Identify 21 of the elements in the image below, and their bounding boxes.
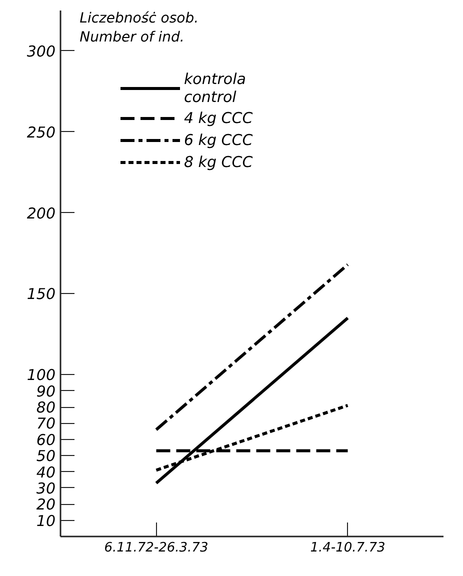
y-tick-label: 300: [26, 42, 56, 60]
y-tick-label: 150: [26, 285, 56, 304]
legend-label: kontrola control: [184, 70, 246, 106]
y-axis-title: Liczebnośċ osob. Number of ind.: [80, 10, 199, 46]
y-tick-label: 200: [26, 204, 56, 222]
y-tick-label: 40: [36, 463, 56, 482]
y-tick-label: 30: [36, 479, 56, 498]
legend-label: 8 kg CCC: [184, 153, 253, 171]
y-tick-label: 80: [36, 398, 56, 417]
x-tick-label: 1.4-10.7.73: [310, 540, 386, 556]
y-tick-label: 20: [36, 496, 56, 514]
y-tick-label: 90: [36, 382, 56, 400]
x-tick-label: 6.11.72-26.3.73: [104, 540, 208, 556]
legend-label: 4 kg CCC: [184, 109, 253, 127]
y-tick-label: 250: [26, 123, 56, 142]
legend-label: 6 kg CCC: [184, 131, 253, 149]
y-tick-label: 10: [36, 512, 56, 530]
y-tick-label: 60: [36, 430, 56, 449]
y-tick-label: 50: [36, 447, 56, 466]
y-tick-label: 100: [26, 366, 56, 384]
y-tick-label: 70: [36, 414, 56, 433]
